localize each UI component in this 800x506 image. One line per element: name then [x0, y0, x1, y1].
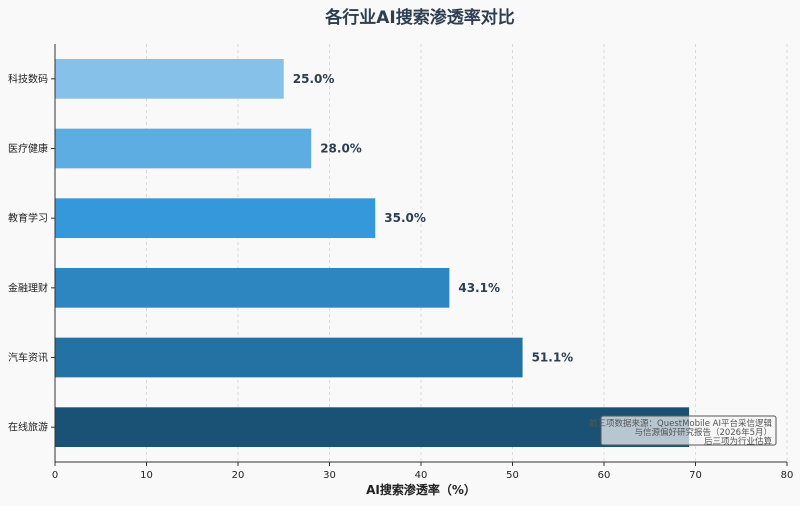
grid-lines	[146, 44, 788, 462]
x-axis-label: AI搜索渗透率（%）	[366, 482, 476, 497]
y-tick-label: 在线旅游	[8, 421, 48, 434]
x-tick-label: 0	[52, 470, 58, 481]
bar	[55, 58, 284, 99]
value-label: 51.1%	[532, 351, 574, 365]
source-annotation: 前三项数据来源：QuestMobile AI平台采信逻辑 与信源偏好研究报告（2…	[589, 415, 777, 447]
x-tick-label: 50	[506, 470, 519, 481]
x-tick-label: 20	[232, 470, 245, 481]
bar	[55, 267, 450, 308]
x-tick-label: 40	[415, 470, 428, 481]
annotation-box	[600, 415, 777, 446]
x-tick-label: 70	[689, 470, 702, 481]
bars: 25.0% 28.0% 35.0% 43.1% 51.1%	[55, 58, 690, 448]
y-tick-label: 金融理财	[8, 281, 48, 294]
bar	[55, 407, 690, 448]
y-tick-label: 汽车资讯	[8, 351, 48, 364]
y-tick-label: 医疗健康	[8, 142, 48, 155]
y-tick-label: 科技数码	[8, 72, 48, 85]
bar	[55, 198, 376, 239]
annotation-line: 前三项数据来源：QuestMobile AI平台采信逻辑	[589, 418, 772, 429]
y-tick-label: 教育学习	[8, 212, 48, 225]
chart-title: 各行业AI搜索渗透率对比	[324, 7, 514, 28]
bar	[55, 337, 523, 378]
value-label: 35.0%	[384, 211, 426, 225]
value-label: 43.1%	[458, 281, 500, 295]
x-tick-label: 60	[598, 470, 611, 481]
value-label: 28.0%	[320, 142, 362, 156]
x-tick-label: 80	[781, 470, 794, 481]
annotation-line: 与信源偏好研究报告（2026年5月）	[634, 427, 772, 438]
annotation-line: 后三项为行业估算	[704, 436, 773, 447]
value-label: 25.0%	[293, 72, 335, 86]
x-tick-label: 10	[140, 470, 153, 481]
x-tick-label: 30	[323, 470, 336, 481]
x-ticks: 0 10 20 30 40 50 60 70 80	[52, 462, 794, 481]
bar	[55, 128, 312, 169]
